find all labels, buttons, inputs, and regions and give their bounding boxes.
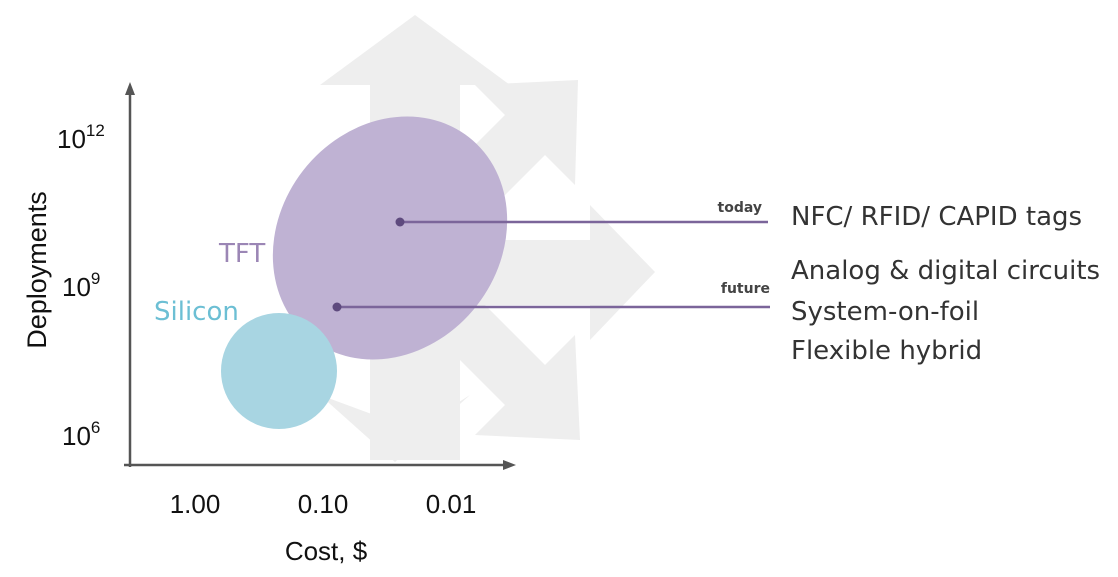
future-label: future	[721, 281, 770, 297]
future-text: System-on-foil	[791, 297, 979, 327]
tft-region	[272, 116, 508, 360]
x-tick-label: 1.00	[170, 489, 221, 519]
x-tick-label: 0.01	[426, 489, 477, 519]
future-dot	[332, 302, 342, 312]
y-tick-label: 1012	[57, 121, 105, 154]
y-tick-label: 106	[62, 418, 100, 451]
silicon-label: Silicon	[154, 297, 239, 327]
x-arrowhead	[503, 460, 516, 470]
arrow-down	[320, 395, 470, 462]
future-text: Analog & digital circuits	[791, 256, 1100, 286]
future-text: Flexible hybrid	[791, 336, 982, 366]
silicon-region	[221, 313, 337, 429]
x-axis-label: Cost, $	[285, 536, 368, 566]
y-tick-label: 109	[62, 269, 100, 302]
y-arrowhead	[125, 82, 135, 95]
tft-label: TFT	[218, 239, 265, 269]
marker-lines	[337, 220, 770, 309]
y-axis-label: Deployments	[22, 191, 52, 349]
today-text: NFC/ RFID/ CAPID tags	[791, 202, 1082, 232]
today-label: today	[718, 200, 762, 216]
today-dot	[395, 217, 405, 227]
x-tick-label: 0.10	[298, 489, 349, 519]
axes	[124, 82, 516, 470]
